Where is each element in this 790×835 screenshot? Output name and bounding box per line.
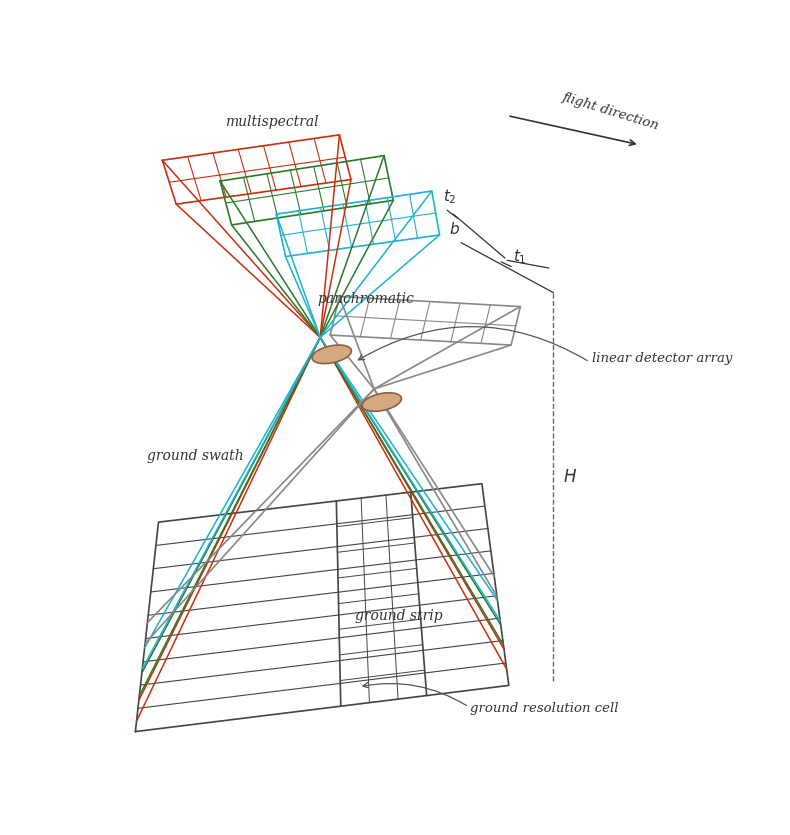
Text: $t_1$: $t_1$: [513, 247, 526, 266]
Text: $t_2$: $t_2$: [442, 188, 457, 206]
Text: $H$: $H$: [563, 469, 577, 486]
Text: multispectral: multispectral: [225, 115, 318, 129]
Text: $b$: $b$: [450, 221, 461, 237]
Text: flight direction: flight direction: [561, 91, 661, 133]
Text: panchromatic: panchromatic: [318, 292, 415, 306]
Ellipse shape: [312, 345, 352, 363]
Text: ground swath: ground swath: [147, 449, 243, 463]
Ellipse shape: [362, 392, 401, 412]
Text: linear detector array: linear detector array: [592, 352, 732, 365]
Text: ground resolution cell: ground resolution cell: [470, 702, 619, 715]
Text: ground strip: ground strip: [355, 609, 442, 623]
